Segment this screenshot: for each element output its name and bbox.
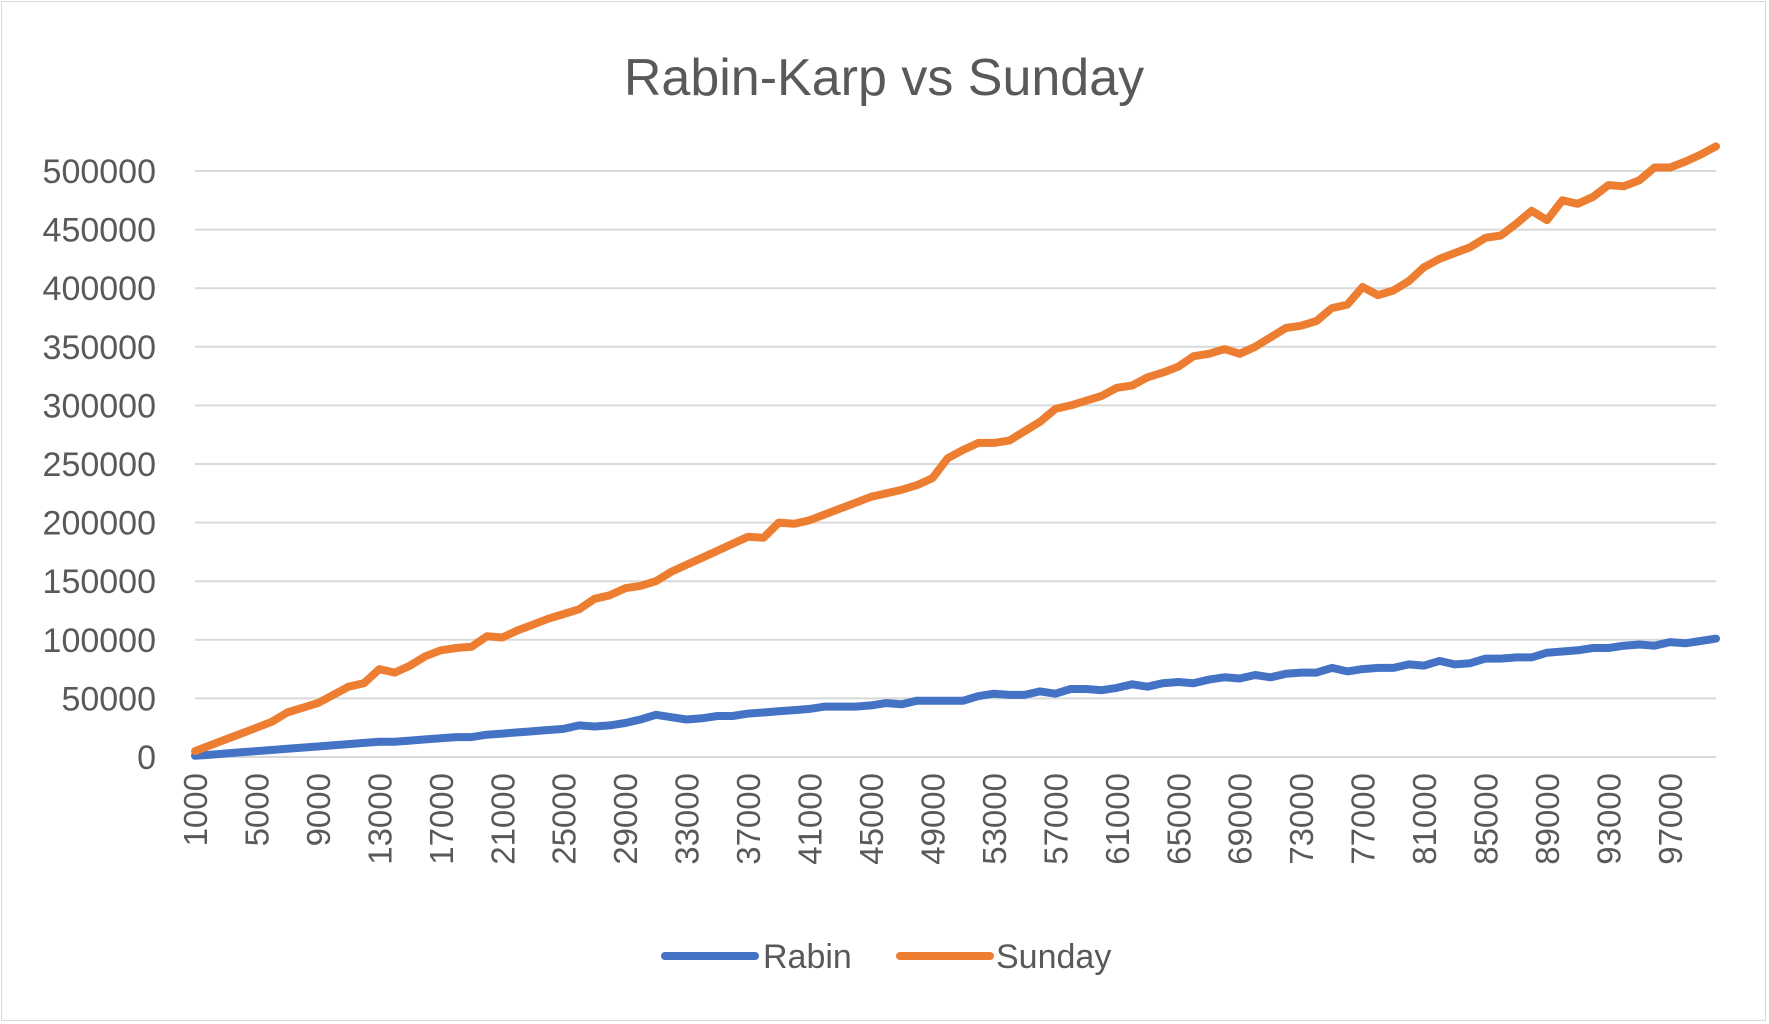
- x-tick-label: 21000: [484, 773, 521, 865]
- y-tick-label: 0: [137, 739, 156, 777]
- y-tick-label: 250000: [43, 446, 156, 484]
- x-tick-label: 37000: [730, 773, 767, 865]
- x-tick-label: 89000: [1529, 773, 1566, 865]
- x-tick-label: 45000: [853, 773, 890, 865]
- x-tick-label: 65000: [1160, 773, 1197, 865]
- x-tick-label: 5000: [238, 773, 275, 846]
- x-tick-label: 97000: [1652, 773, 1689, 865]
- x-tick-label: 61000: [1099, 773, 1136, 865]
- y-tick-label: 200000: [43, 505, 156, 543]
- y-tick-label: 100000: [43, 622, 156, 660]
- x-tick-label: 33000: [669, 773, 706, 865]
- x-tick-label: 49000: [914, 773, 951, 865]
- x-tick-label: 77000: [1345, 773, 1382, 865]
- series-line-rabin: [191, 634, 1720, 760]
- series-lines: [191, 142, 1720, 760]
- x-tick-label: 85000: [1468, 773, 1505, 865]
- x-tick-label: 17000: [423, 773, 460, 865]
- y-tick-label: 500000: [43, 153, 156, 191]
- x-tick-label: 29000: [607, 773, 644, 865]
- legend-label-sunday: Sunday: [996, 938, 1111, 976]
- x-tick-label: 53000: [976, 773, 1013, 865]
- x-tick-label: 13000: [361, 773, 398, 865]
- legend: Rabin Sunday: [661, 938, 1111, 976]
- y-tick-label: 150000: [43, 563, 156, 601]
- y-tick-label: 450000: [43, 212, 156, 250]
- legend-label-rabin: Rabin: [763, 938, 852, 976]
- y-tick-label: 50000: [61, 680, 156, 718]
- x-tick-label: 9000: [300, 773, 337, 846]
- x-axis-ticks: 1000 5000 9000 13000 17000 21000 25000 29000 330…: [177, 773, 1689, 865]
- x-tick-label: 69000: [1222, 773, 1259, 865]
- series-line-sunday: [191, 142, 1720, 756]
- x-tick-label: 25000: [546, 773, 583, 865]
- y-tick-label: 300000: [43, 387, 156, 425]
- gridlines: [195, 170, 1716, 758]
- y-axis-ticks: 0 50000 100000 150000 200000 250000 300000 3500…: [43, 153, 156, 777]
- x-tick-label: 1000: [177, 773, 214, 846]
- x-tick-label: 57000: [1037, 773, 1074, 865]
- x-tick-label: 41000: [792, 773, 829, 865]
- y-tick-label: 400000: [43, 270, 156, 308]
- x-tick-label: 93000: [1590, 773, 1627, 865]
- x-tick-label: 81000: [1406, 773, 1443, 865]
- chart-title: Rabin-Karp vs Sunday: [624, 49, 1144, 107]
- x-tick-label: 73000: [1283, 773, 1320, 865]
- y-tick-label: 350000: [43, 329, 156, 367]
